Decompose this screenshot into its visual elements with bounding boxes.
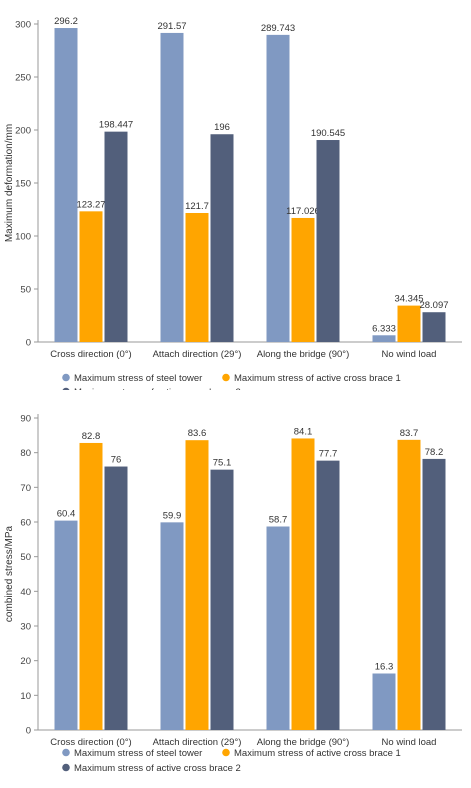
legend-marker <box>62 748 70 757</box>
bar-brace-1-2 <box>291 217 315 342</box>
bar-brace-1-0 <box>79 442 103 730</box>
y-tick-label: 30 <box>20 622 31 633</box>
bar-brace-1-1 <box>185 212 209 342</box>
legend-marker <box>222 373 230 382</box>
legend-item-2: Maximum stress of active cross brace 1 <box>222 373 401 384</box>
x-tick-label: No wind load <box>382 349 437 360</box>
bar-brace-2-1 <box>210 469 234 730</box>
bar-steel-tower-1 <box>160 522 184 730</box>
y-tick-label: 0 <box>26 338 31 349</box>
bar-steel-tower-0 <box>54 28 78 342</box>
data-label: 82.8 <box>82 431 101 442</box>
x-tick-label: Along the bridge (90°) <box>257 349 350 360</box>
x-tick-label: Along the bridge (90°) <box>257 737 350 748</box>
data-label: 58.7 <box>269 515 288 526</box>
data-label: 289.743 <box>261 23 295 34</box>
data-label: 83.7 <box>400 428 419 439</box>
legend-marker <box>222 748 230 757</box>
bar-brace-2-3 <box>422 458 446 730</box>
data-label: 77.7 <box>319 449 338 460</box>
legend-label: Maximum stress of active cross brace 2 <box>74 387 241 390</box>
bar-brace-2-0 <box>104 131 128 342</box>
x-tick-label: Attach direction (29°) <box>153 737 242 748</box>
bar-steel-tower-3 <box>372 673 396 730</box>
data-label: 190.545 <box>311 128 345 139</box>
bar-brace-2-2 <box>316 140 340 342</box>
data-label: 196 <box>214 122 230 133</box>
bar-steel-tower-2 <box>266 34 290 342</box>
bar-brace-1-0 <box>79 211 103 342</box>
x-tick-label: Cross direction (0°) <box>50 349 131 360</box>
y-tick-label: 60 <box>20 518 31 529</box>
data-label: 78.2 <box>425 447 444 458</box>
bar-steel-tower-3 <box>372 335 396 342</box>
data-label: 121.7 <box>185 201 209 212</box>
data-label: 198.447 <box>99 120 133 131</box>
y-tick-label: 80 <box>20 448 31 459</box>
legend-marker <box>62 763 70 772</box>
legend-label: Maximum stress of active cross brace 2 <box>74 763 241 774</box>
y-axis-title: Maximum deformation/mm <box>4 124 15 242</box>
legend-item-2: Maximum stress of active cross brace 1 <box>222 748 401 759</box>
data-label: 34.345 <box>394 294 423 305</box>
y-axis-title: combined stress/MPa <box>4 525 15 622</box>
y-tick-label: 250 <box>15 73 31 84</box>
data-label: 28.097 <box>419 300 448 311</box>
bar-brace-1-1 <box>185 440 209 730</box>
y-tick-label: 150 <box>15 179 31 190</box>
legend-label: Maximum stress of active cross brace 1 <box>234 373 401 384</box>
y-tick-label: 40 <box>20 587 31 598</box>
legend-item-3: Maximum stress of active cross brace 2 <box>62 387 241 390</box>
data-label: 84.1 <box>294 426 313 437</box>
bar-brace-2-3 <box>422 312 446 342</box>
data-label: 59.9 <box>163 510 182 521</box>
data-label: 123.27 <box>76 199 105 210</box>
legend-item-3: Maximum stress of active cross brace 2 <box>62 763 241 774</box>
bar-brace-2-2 <box>316 460 340 730</box>
deformation-chart: 0 50 100 150 200 250 300 Maximum deformation/mm… <box>4 16 462 390</box>
y-tick-label: 10 <box>20 691 31 702</box>
legend-marker <box>62 373 70 382</box>
data-label: 76 <box>111 455 122 466</box>
bar-brace-2-1 <box>210 134 234 342</box>
y-tick-label: 300 <box>15 20 31 31</box>
y-tick-label: 100 <box>15 232 31 243</box>
data-label: 117.026 <box>286 206 320 217</box>
data-label: 296.2 <box>54 16 78 27</box>
y-tick-label: 90 <box>20 414 31 425</box>
x-tick-label: Attach direction (29°) <box>153 349 242 360</box>
x-tick-label: No wind load <box>382 737 437 748</box>
bar-steel-tower-1 <box>160 32 184 343</box>
bar-brace-1-3 <box>397 439 421 730</box>
bar-steel-tower-2 <box>266 526 290 730</box>
x-tick-label: Cross direction (0°) <box>50 737 131 748</box>
data-label: 6.333 <box>372 323 396 334</box>
legend-item-1: Maximum stress of steel tower <box>62 373 202 384</box>
y-tick-label: 70 <box>20 483 31 494</box>
data-label: 60.4 <box>57 509 76 520</box>
legend-label: Maximum stress of steel tower <box>74 748 202 759</box>
legend-item-1: Maximum stress of steel tower <box>62 748 202 759</box>
data-label: 75.1 <box>213 458 232 469</box>
legend-label: Maximum stress of active cross brace 1 <box>234 748 401 759</box>
y-tick-label: 50 <box>20 285 31 296</box>
data-label: 83.6 <box>188 428 207 439</box>
y-tick-label: 50 <box>20 552 31 563</box>
legend-marker <box>62 387 70 390</box>
legend-label: Maximum stress of steel tower <box>74 373 202 384</box>
bar-steel-tower-0 <box>54 520 78 730</box>
stress-chart: 0 10 20 30 40 50 60 70 80 90 combined stress/MPa 60… <box>4 414 462 774</box>
y-tick-label: 20 <box>20 656 31 667</box>
y-tick-label: 0 <box>26 726 31 737</box>
data-label: 291.57 <box>157 21 186 32</box>
bar-brace-1-2 <box>291 438 315 730</box>
bar-brace-2-0 <box>104 466 128 730</box>
y-tick-label: 200 <box>15 126 31 137</box>
data-label: 16.3 <box>375 661 394 672</box>
bar-brace-1-3 <box>397 305 421 342</box>
